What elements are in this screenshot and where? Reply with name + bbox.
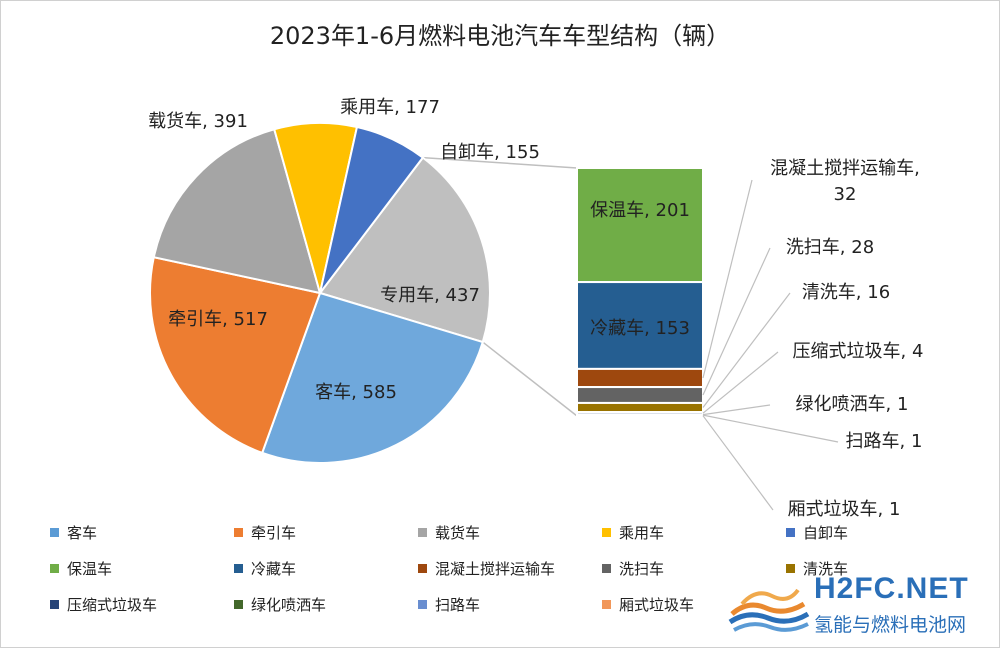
legend-swatch [602,564,611,573]
legend-swatch [602,600,611,609]
legend-swatch [418,564,427,573]
pie-slice-0 [260,291,485,464]
legend-swatch [786,528,795,537]
site-watermark: H2FC.NET 氢能与燃料电池网 [728,572,998,642]
legend-label: 洗扫车 [619,560,665,578]
leader-line-5 [702,351,779,414]
main-pie [149,122,491,464]
leader-line-6 [702,404,771,416]
legend-item: 扫路车 [418,594,480,615]
bar-segment-3 [576,386,704,404]
bar-label-4: 清洗车, 16 [802,282,890,303]
legend-swatch [602,528,611,537]
legend-label: 乘用车 [619,524,665,542]
bar-label-6: 绿化喷洒车, 1 [796,394,909,415]
legend-swatch [234,600,243,609]
legend-label: 保温车 [67,560,113,578]
legend-item: 厢式垃圾车 [602,594,694,615]
legend-label: 客车 [67,524,98,542]
leader-line-8 [702,415,774,511]
connector-bottom [482,341,578,417]
connector-top [422,156,578,169]
bar-segment-2 [576,367,704,389]
legend-swatch [786,564,795,573]
bar-label-1: 冷藏车, 153 [590,318,690,339]
chart-plot-area: 客车, 585 牵引车, 517 载货车, 391 乘用车, 177 自卸车, 155 专… [148,97,923,520]
legend-item: 载货车 [418,522,480,543]
leader-line-3 [702,247,771,396]
legend-item: 保温车 [50,558,112,579]
pie-slice-4 [319,125,425,294]
legend-swatch [50,528,59,537]
bar-segment-0 [576,167,704,284]
bar-segment-4 [576,401,704,414]
data-labels: 客车, 585 牵引车, 517 载货车, 391 乘用车, 177 自卸车, 155 专… [148,97,923,520]
bar-label-2-value: 32 [834,184,857,205]
legend-item: 自卸车 [786,522,848,543]
legend-item: 混凝土搅拌运输车 [418,558,555,579]
bar-label-8: 厢式垃圾车, 1 [788,499,901,520]
legend-label: 载货车 [435,524,481,542]
legend-label: 混凝土搅拌运输车 [435,560,556,578]
legend-label: 自卸车 [803,524,849,542]
legend-swatch [418,528,427,537]
legend-swatch [418,600,427,609]
bar-label-2: 混凝土搅拌运输车, [770,158,920,179]
legend-label: 绿化喷洒车 [251,596,327,614]
pie-label-3: 乘用车, 177 [340,97,440,118]
legend-item: 洗扫车 [602,558,664,579]
legend-label: 厢式垃圾车 [619,596,695,614]
bar-label-5: 压缩式垃圾车, 4 [793,341,924,362]
bar-label-3: 洗扫车, 28 [786,237,874,258]
leader-line-2 [702,179,753,379]
pie-label-4: 自卸车, 155 [440,142,540,163]
bar-segment-8 [576,414,704,418]
pie-slice-2 [152,128,322,295]
bar-label-7: 扫路车, 1 [846,431,923,452]
legend-item: 牵引车 [234,522,296,543]
legend-item: 绿化喷洒车 [234,594,326,615]
legend-label: 清洗车 [803,560,849,578]
legend-swatch [234,564,243,573]
legend-label: 牵引车 [251,524,297,542]
chart-title: 2023年1-6月燃料电池汽车车型结构（辆） [269,22,731,50]
bar-leader-lines [702,179,839,511]
pie-slice-1 [149,256,322,455]
legend-item: 客车 [50,522,97,543]
legend-item: 冷藏车 [234,558,296,579]
bar-label-0: 保温车, 201 [590,200,690,221]
legend-item: 清洗车 [786,558,848,579]
bar-of-pie-connectors [422,156,578,417]
legend-swatch [50,600,59,609]
pie-label-0: 客车, 585 [315,382,397,403]
pie-label-2: 载货车, 391 [148,111,248,132]
watermark-domain: H2FC.NET [814,572,969,605]
legend-label: 冷藏车 [251,560,297,578]
leader-line-7 [702,414,839,443]
legend-swatch [234,528,243,537]
pie-slice-5 [318,156,491,344]
legend-label: 扫路车 [435,596,481,614]
legend-swatch [50,564,59,573]
watermark-site-name: 氢能与燃料电池网 [814,614,967,636]
pie-label-1: 牵引车, 517 [168,309,268,330]
legend-label: 压缩式垃圾车 [67,596,158,614]
legend-item: 压缩式垃圾车 [50,594,157,615]
wave-logo-icon [728,588,810,632]
legend-item: 乘用车 [602,522,664,543]
leader-line-4 [702,292,791,408]
bar-segment-1 [576,281,704,370]
pie-label-5: 专用车, 437 [380,285,480,306]
